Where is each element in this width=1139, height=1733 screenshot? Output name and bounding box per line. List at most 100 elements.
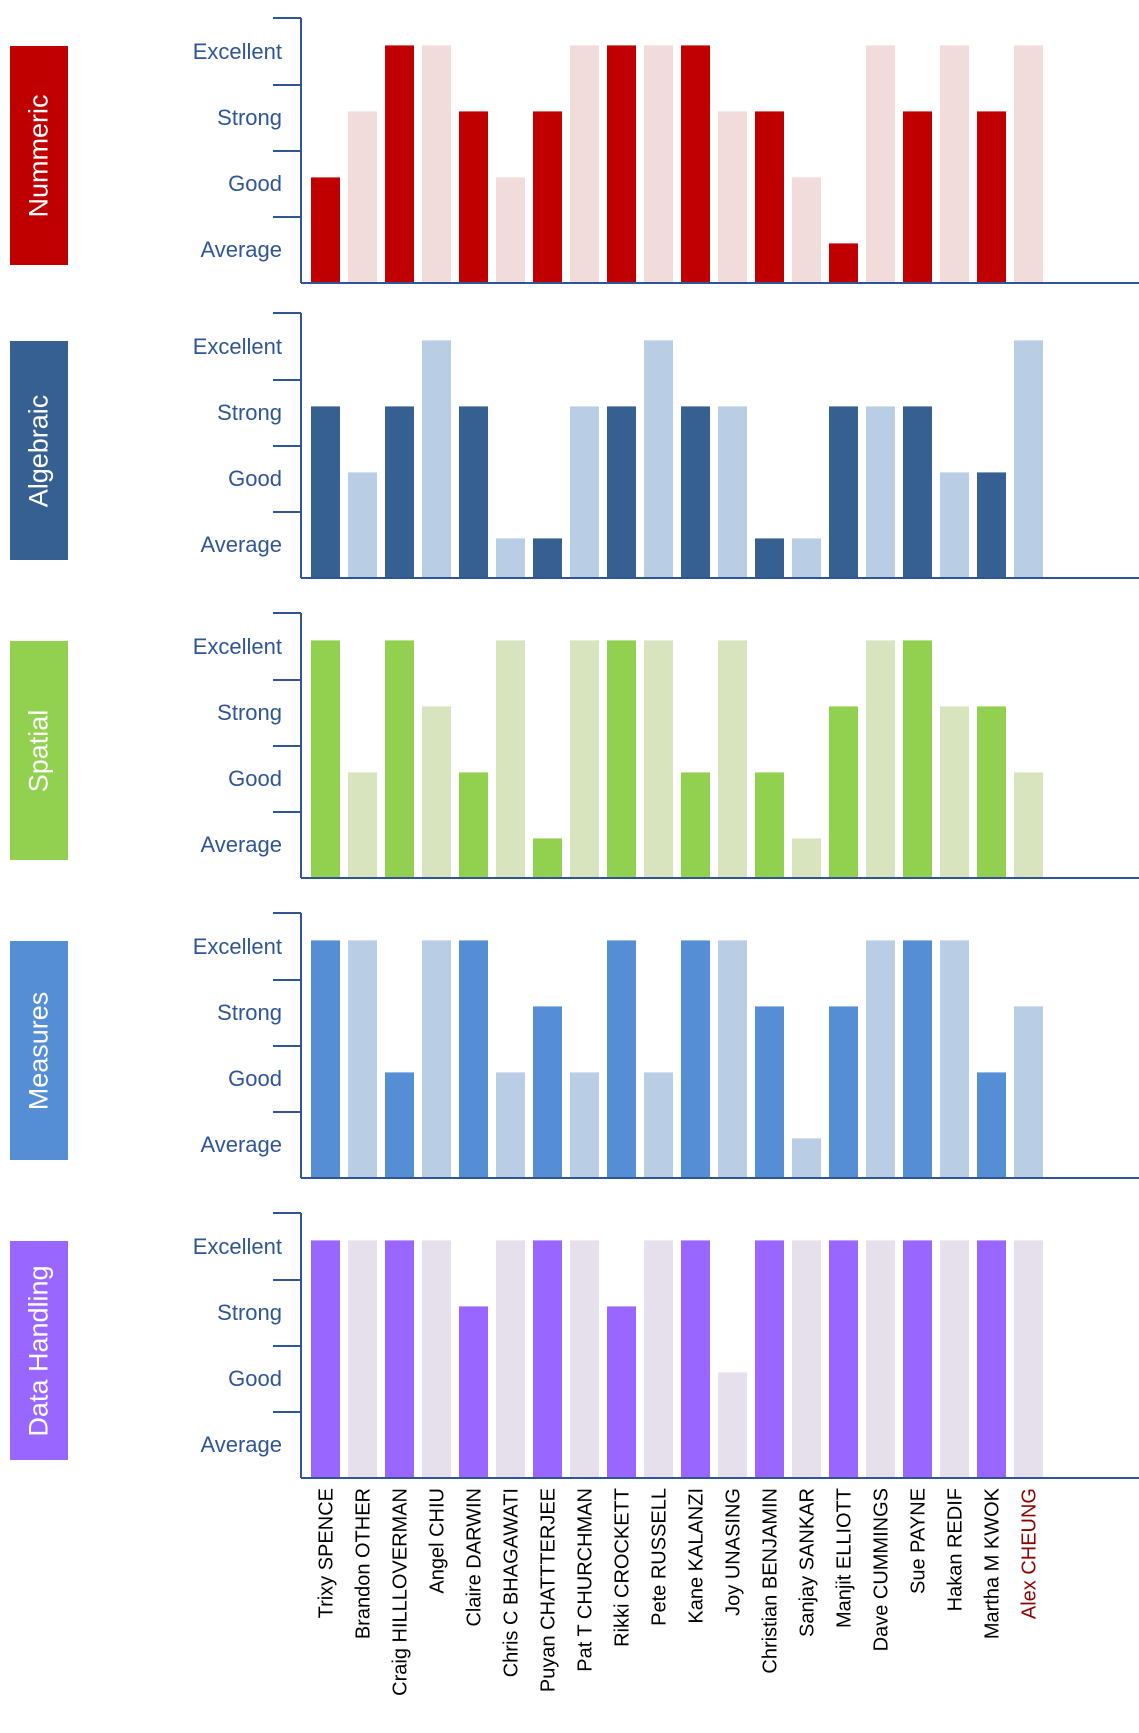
bar-spatial-pat-t-churchman <box>570 640 599 878</box>
bar-measures-joy-unasing <box>718 940 747 1178</box>
bar-nummeric-claire-darwin <box>459 111 488 284</box>
bar-nummeric-martha-m-kwok <box>977 111 1006 284</box>
x-tick-label-dave-cummings: Dave CUMMINGS <box>871 1488 893 1651</box>
x-tick-label-trixy-spence: Trixy SPENCE <box>316 1488 338 1618</box>
bar-data-handling-joy-unasing <box>718 1372 747 1478</box>
bar-measures-claire-darwin <box>459 940 488 1178</box>
bar-measures-martha-m-kwok <box>977 1072 1006 1178</box>
bar-nummeric-puyan-chattterjee <box>533 111 562 284</box>
bar-data-handling-puyan-chattterjee <box>533 1240 562 1478</box>
bar-measures-brandon-other <box>348 940 377 1178</box>
bar-data-handling-pat-t-churchman <box>570 1240 599 1478</box>
bar-spatial-claire-darwin <box>459 772 488 878</box>
bar-nummeric-craig-hillloverman <box>385 45 414 284</box>
bar-spatial-dave-cummings <box>866 640 895 878</box>
bar-algebraic-dave-cummings <box>866 406 895 578</box>
bar-nummeric-manjit-elliott <box>829 243 858 283</box>
x-tick-label-craig-hillloverman: Craig HILLLOVERMAN <box>390 1488 412 1696</box>
bar-data-handling-christian-benjamin <box>755 1240 784 1478</box>
y-tick-label-good: Good <box>228 766 282 791</box>
panel-spatial: Average Good Strong Excellent <box>193 612 1139 879</box>
bar-algebraic-martha-m-kwok <box>977 472 1006 578</box>
bar-spatial-hakan-redif <box>940 706 969 878</box>
panel-label-nummeric: Nummeric <box>10 46 68 265</box>
panel-measures: Average Good Strong Excellent <box>193 912 1139 1179</box>
bar-nummeric-alex-cheung <box>1014 45 1043 284</box>
bar-measures-alex-cheung <box>1014 1006 1043 1178</box>
x-tick-label-pete-russell: Pete RUSSELL <box>649 1488 671 1626</box>
x-tick-labels: Trixy SPENCE Brandon OTHER Craig HILLLOVER… <box>316 1487 1041 1695</box>
y-tick-label-strong: Strong <box>217 1300 282 1325</box>
bar-spatial-joy-unasing <box>718 640 747 878</box>
panel-label-spatial: Spatial <box>10 641 68 860</box>
bar-spatial-sanjay-sankar <box>792 838 821 878</box>
x-tick-label-christian-benjamin: Christian BENJAMIN <box>760 1488 782 1674</box>
y-tick-label-strong: Strong <box>217 1000 282 1025</box>
bar-measures-rikki-crockett <box>607 940 636 1178</box>
x-tick-label-rikki-crockett: Rikki CROCKETT <box>612 1488 634 1647</box>
bar-measures-angel-chiu <box>422 940 451 1178</box>
bar-spatial-puyan-chattterjee <box>533 838 562 878</box>
y-tick-label-good: Good <box>228 466 282 491</box>
bar-data-handling-kane-kalanzi <box>681 1240 710 1478</box>
y-tick-label-excellent: Excellent <box>193 634 282 659</box>
bar-spatial-angel-chiu <box>422 706 451 878</box>
bar-nummeric-kane-kalanzi <box>681 45 710 284</box>
bar-spatial-trixy-spence <box>311 640 340 878</box>
bar-algebraic-chris-c-bhagawati <box>496 538 525 578</box>
y-tick-label-average: Average <box>200 1132 282 1157</box>
bar-algebraic-sanjay-sankar <box>792 538 821 578</box>
bar-data-handling-alex-cheung <box>1014 1240 1043 1478</box>
bar-data-handling-sue-payne <box>903 1240 932 1478</box>
y-tick-label-excellent: Excellent <box>193 1234 282 1259</box>
bar-measures-manjit-elliott <box>829 1006 858 1178</box>
bar-algebraic-rikki-crockett <box>607 406 636 578</box>
bar-data-handling-manjit-elliott <box>829 1240 858 1478</box>
bar-measures-sanjay-sankar <box>792 1138 821 1178</box>
y-tick-label-strong: Strong <box>217 700 282 725</box>
bar-nummeric-dave-cummings <box>866 45 895 284</box>
bar-nummeric-brandon-other <box>348 111 377 284</box>
y-tick-label-excellent: Excellent <box>193 334 282 359</box>
y-tick-label-excellent: Excellent <box>193 39 282 64</box>
bar-spatial-alex-cheung <box>1014 772 1043 878</box>
bar-data-handling-martha-m-kwok <box>977 1240 1006 1478</box>
panel-nummeric: Average Good Strong Excellent <box>193 17 1139 284</box>
y-tick-label-strong: Strong <box>217 400 282 425</box>
bar-spatial-manjit-elliott <box>829 706 858 878</box>
bar-spatial-kane-kalanzi <box>681 772 710 878</box>
bar-algebraic-kane-kalanzi <box>681 406 710 578</box>
bar-data-handling-rikki-crockett <box>607 1306 636 1478</box>
bar-spatial-sue-payne <box>903 640 932 878</box>
panel-label-data-handling: Data Handling <box>10 1241 68 1460</box>
bar-measures-dave-cummings <box>866 940 895 1178</box>
bar-measures-chris-c-bhagawati <box>496 1072 525 1178</box>
bar-measures-pat-t-churchman <box>570 1072 599 1178</box>
bar-algebraic-joy-unasing <box>718 406 747 578</box>
bar-data-handling-brandon-other <box>348 1240 377 1478</box>
bar-nummeric-rikki-crockett <box>607 45 636 284</box>
x-tick-label-sue-payne: Sue PAYNE <box>908 1488 930 1594</box>
bar-nummeric-chris-c-bhagawati <box>496 177 525 283</box>
bar-algebraic-angel-chiu <box>422 340 451 578</box>
bar-nummeric-hakan-redif <box>940 45 969 284</box>
bar-algebraic-trixy-spence <box>311 406 340 578</box>
bar-measures-craig-hillloverman <box>385 1072 414 1178</box>
bar-nummeric-pete-russell <box>644 45 673 284</box>
bar-nummeric-joy-unasing <box>718 111 747 284</box>
x-tick-label-martha-m-kwok: Martha M KWOK <box>982 1487 1004 1639</box>
bar-measures-sue-payne <box>903 940 932 1178</box>
y-tick-label-average: Average <box>200 237 282 262</box>
x-tick-label-chris-c-bhagawati: Chris C BHAGAWATI <box>501 1488 523 1677</box>
panel-algebraic: Average Good Strong Excellent <box>193 312 1139 579</box>
x-tick-label-alex-cheung: Alex CHEUNG <box>1019 1488 1041 1619</box>
bar-nummeric-sanjay-sankar <box>792 177 821 283</box>
bar-data-handling-hakan-redif <box>940 1240 969 1478</box>
bar-data-handling-pete-russell <box>644 1240 673 1478</box>
x-tick-label-kane-kalanzi: Kane KALANZI <box>686 1488 708 1624</box>
y-tick-label-average: Average <box>200 832 282 857</box>
bar-data-handling-claire-darwin <box>459 1306 488 1478</box>
bar-data-handling-chris-c-bhagawati <box>496 1240 525 1478</box>
bar-nummeric-trixy-spence <box>311 177 340 283</box>
x-tick-label-manjit-elliott: Manjit ELLIOTT <box>834 1488 856 1628</box>
